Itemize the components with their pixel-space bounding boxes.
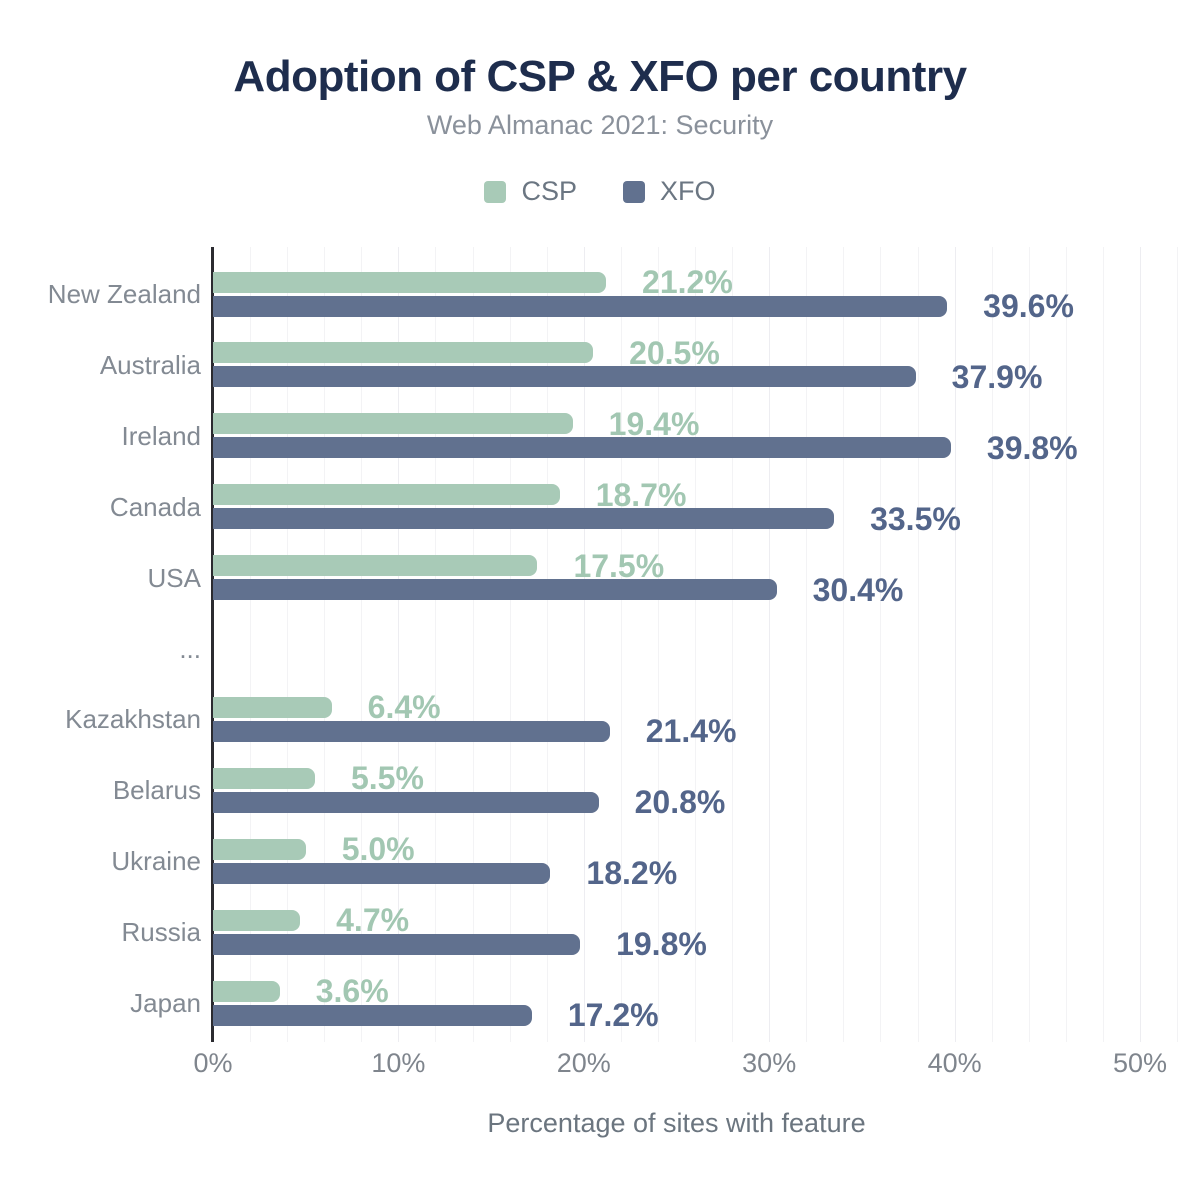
gridline [398,247,400,1042]
gridline [287,247,289,1042]
xfo-value-label-canada: 33.5% [870,500,961,537]
legend-item-xfo: XFO [623,176,716,207]
csp-value-label-ukraine: 5.0% [341,831,415,868]
xfo-value-label-new-zealand: 39.6% [983,288,1074,324]
xfo-bar-ireland [213,437,951,459]
csp-bar-kazakhstan [213,696,332,718]
gridline [472,247,474,1042]
gridline [546,247,548,1042]
csp-value-label-japan: 3.6% [315,973,389,1009]
gridline [880,247,882,1042]
xfo-bar-ukraine [213,862,551,884]
csp-bar-canada [213,484,560,506]
xfo-value-label-ukraine: 18.2% [586,855,678,892]
csp-bar-russia [213,909,301,931]
category-label-kazakhstan: Kazakhstan [65,704,201,735]
y-axis-line [211,247,214,1042]
category-label-russia: Russia [121,917,201,948]
gridline [620,247,622,1042]
gridline [732,247,734,1042]
csp-bar-belarus [213,767,315,789]
csp-swatch-icon [484,180,507,203]
legend-item-csp: CSP [484,176,577,207]
gridline [1065,247,1067,1042]
csp-value-label-new-zealand: 21.2% [642,264,733,300]
gridline [361,247,363,1042]
category-label-ellipsis: ... [179,633,201,664]
xfo-bar-japan [213,1004,532,1026]
category-label-canada: Canada [109,491,201,522]
gridline [1102,247,1104,1042]
gridline [843,247,845,1042]
x-tick-0: 0% [193,1048,233,1078]
xfo-swatch-icon [623,180,645,203]
xfo-value-label-russia: 19.8% [616,926,707,963]
gridline [324,247,326,1042]
xfo-value-label-kazakhstan: 21.4% [645,713,737,750]
csp-bar-ukraine [213,838,306,860]
x-axis-title: Percentage of sites with feature [487,1108,866,1138]
gridline [583,247,585,1042]
csp-bar-japan [213,980,280,1002]
x-tick-20: 20% [556,1048,611,1078]
gridline [250,247,252,1042]
category-label-belarus: Belarus [112,775,201,806]
category-label-ireland: Ireland [121,420,202,451]
csp-bar-usa [213,555,538,577]
gridline [1140,247,1141,1042]
xfo-bar-belarus [213,791,599,813]
category-label-new-zealand: New Zealand [47,279,201,309]
xfo-bar-canada [213,508,835,530]
chart-subtitle: Web Almanac 2021: Security [426,110,774,140]
csp-value-label-australia: 20.5% [629,334,720,371]
plot-area: New Zealand 21.2% 39.6% Australia 20.5% 37.9%… [48,247,1179,1078]
x-tick-40: 40% [927,1048,982,1078]
x-tick-50: 50% [1112,1048,1168,1078]
gridline [657,247,659,1042]
gridline [695,247,697,1042]
chart-title: Adoption of CSP & XFO per country [233,52,967,101]
category-label-usa: USA [147,562,201,593]
csp-value-label-ireland: 19.4% [608,405,700,442]
csp-value-label-canada: 18.7% [595,476,687,513]
gridline [954,247,956,1042]
csp-value-label-russia: 4.7% [336,902,410,939]
xfo-bar-kazakhstan [213,720,610,742]
category-label-ukraine: Ukraine [111,846,201,877]
csp-value-label-belarus: 5.5% [350,760,424,797]
xfo-bar-russia [213,933,581,955]
gridline [509,247,511,1042]
category-label-australia: Australia [99,349,201,380]
csp-bar-new-zealand [213,271,607,293]
gridline [917,247,919,1042]
legend: CSP XFO [0,176,1200,207]
category-label-japan: Japan [130,988,201,1018]
x-tick-30: 30% [742,1048,797,1078]
csp-value-label-usa: 17.5% [573,547,665,584]
x-tick-10: 10% [371,1048,426,1078]
gridline [991,247,993,1042]
legend-label-csp: CSP [521,176,577,206]
legend-label-xfo: XFO [660,176,716,206]
xfo-bar-new-zealand [213,295,948,317]
gridline [435,247,437,1042]
gridline [1028,247,1030,1042]
gridline [769,247,771,1042]
xfo-bar-usa [213,579,777,601]
xfo-value-label-belarus: 20.8% [634,784,726,821]
gridline [1177,247,1179,1042]
xfo-value-label-australia: 37.9% [951,358,1043,395]
xfo-value-label-ireland: 39.8% [986,429,1078,466]
csp-bar-ireland [213,413,573,435]
csp-value-label-kazakhstan: 6.4% [367,689,441,726]
xfo-value-label-japan: 17.2% [567,997,659,1033]
csp-bar-australia [213,342,594,364]
xfo-value-label-usa: 30.4% [812,571,904,608]
xfo-bar-australia [213,366,916,388]
gridline [806,247,808,1042]
